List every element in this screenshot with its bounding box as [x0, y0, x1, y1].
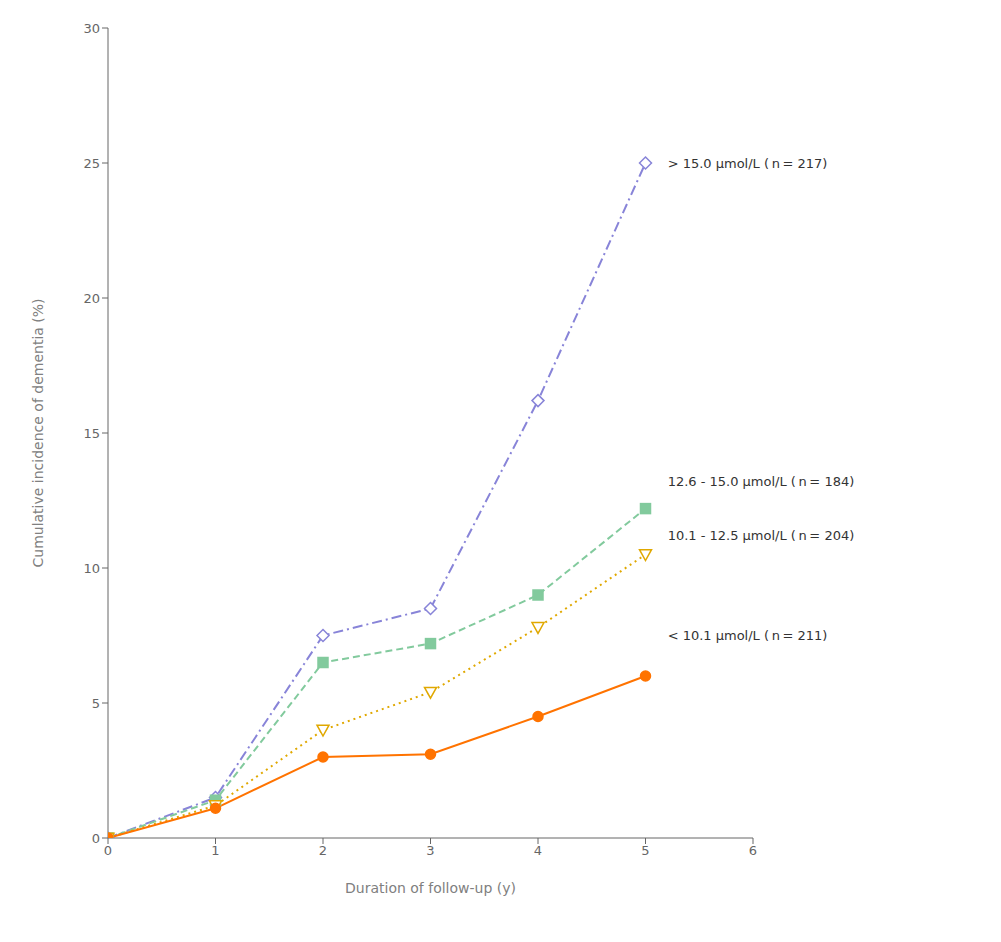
svg-text:12.6 - 15.0 μmol/L ( n = 184): 12.6 - 15.0 μmol/L ( n = 184): [668, 474, 855, 489]
svg-text:3: 3: [426, 843, 434, 858]
svg-text:10: 10: [83, 561, 100, 576]
svg-text:Duration of follow-up (y): Duration of follow-up (y): [345, 880, 516, 896]
svg-text:25: 25: [83, 156, 100, 171]
svg-text:Cumulative incidence of dement: Cumulative incidence of dementia (%): [30, 298, 46, 567]
svg-text:5: 5: [92, 696, 100, 711]
svg-text:> 15.0 μmol/L ( n = 217): > 15.0 μmol/L ( n = 217): [668, 156, 828, 171]
svg-text:15: 15: [83, 426, 100, 441]
svg-text:5: 5: [641, 843, 649, 858]
svg-text:4: 4: [534, 843, 542, 858]
svg-text:< 10.1 μmol/L ( n = 211): < 10.1 μmol/L ( n = 211): [668, 628, 828, 643]
svg-text:6: 6: [749, 843, 757, 858]
svg-text:1: 1: [211, 843, 219, 858]
svg-text:2: 2: [319, 843, 327, 858]
svg-text:0: 0: [104, 843, 112, 858]
svg-text:10.1 - 12.5 μmol/L ( n = 204): 10.1 - 12.5 μmol/L ( n = 204): [668, 528, 855, 543]
svg-text:30: 30: [83, 21, 100, 36]
svg-text:20: 20: [83, 291, 100, 306]
svg-text:0: 0: [92, 831, 100, 846]
